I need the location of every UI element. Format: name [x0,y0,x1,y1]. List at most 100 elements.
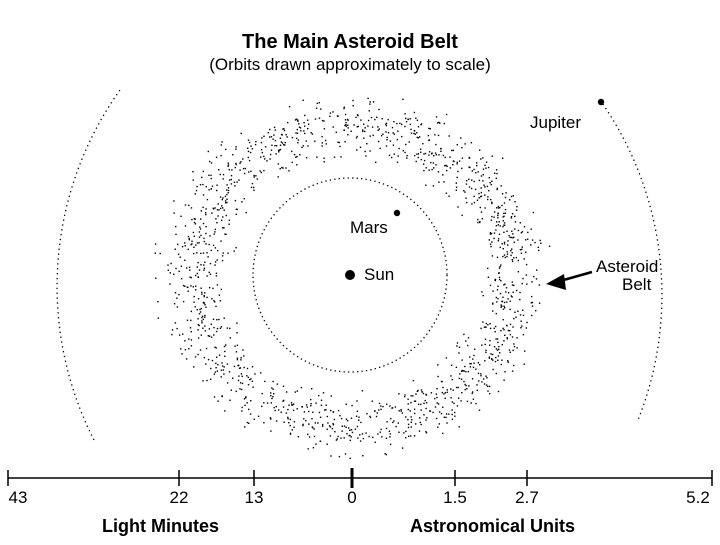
asteroid-dot [403,432,405,434]
asteroid-dot [192,286,194,288]
asteroid-dot [516,289,518,292]
asteroid-dot [190,319,192,322]
asteroid-dot [436,402,438,404]
asteroid-dot [434,134,436,136]
asteroid-dot [259,170,261,172]
asteroid-dot [520,320,522,322]
asteroid-dot [408,435,410,437]
asteroid-dot [215,218,217,220]
asteroid-dot [269,128,271,131]
asteroid-dot [413,400,416,402]
asteroid-dot [210,174,212,177]
asteroid-dot [484,186,486,188]
asteroid-dot [482,294,484,297]
asteroid-dot [296,390,298,392]
asteroid-dot [425,407,427,410]
asteroid-dot [517,310,519,312]
asteroid-dot [212,318,215,320]
asteroid-dot [349,429,351,431]
asteroid-dot [227,164,230,166]
asteroid-dot [334,431,336,433]
asteroid-dot [485,351,487,353]
asteroid-dot [385,427,388,430]
asteroid-dot [337,409,340,412]
asteroid-dot [218,169,220,171]
asteroid-dot [485,322,487,325]
asteroid-dot [190,207,193,209]
asteroid-dot [503,305,505,307]
asteroid-dot [330,455,332,457]
asteroid-dot [475,172,477,174]
asteroid-dot [448,413,450,415]
asteroid-dot [515,316,517,318]
asteroid-dot [263,169,265,172]
asteroid-dot [341,430,343,432]
scale-bar [7,468,713,488]
asteroid-dot [283,399,285,402]
asteroid-dot [180,278,183,280]
asteroid-dot [277,163,279,165]
asteroid-dot [505,192,507,194]
asteroid-dot [179,256,181,258]
asteroid-dot [464,365,466,368]
asteroid-dot [475,368,477,370]
asteroid-dot [208,328,211,330]
asteroid-dot [279,137,282,139]
asteroid-dot [407,426,410,429]
asteroid-dot [345,403,347,405]
asteroid-dot [308,436,311,438]
asteroid-dot [496,207,498,209]
asteroid-dot [210,162,213,164]
asteroid-dot [513,257,515,259]
asteroid-dot [443,416,445,418]
asteroid-dot [221,198,223,201]
tick-label-43: 43 [8,488,28,507]
asteroid-dot [425,432,428,434]
asteroid-dot [496,188,498,191]
asteroid-dot [221,255,224,257]
asteroid-dot [509,323,512,326]
asteroid-dot [402,98,404,101]
asteroid-dot [209,262,212,265]
asteroid-dot [491,201,493,203]
asteroid-dot [281,142,284,144]
asteroid-dot [238,179,240,181]
asteroid-dot [321,425,324,427]
asteroid-dot [264,158,266,160]
asteroid-dot [287,416,289,419]
asteroid-dot [220,376,222,378]
asteroid-dot [461,369,463,372]
asteroid-dot [242,349,244,351]
asteroid-dot [196,266,198,268]
asteroid-dot [215,330,218,333]
asteroid-dot [217,400,219,402]
page-title: The Main Asteroid Belt [242,31,458,53]
asteroid-dot [223,345,226,348]
asteroid-dot [413,129,416,132]
asteroid-dot [509,308,511,311]
asteroid-dot [502,248,504,250]
asteroid-dot [437,426,439,428]
asteroid-dot [491,358,493,360]
asteroid-dot [377,129,379,131]
asteroid-dot [241,406,243,409]
asteroid-dot [503,224,505,226]
asteroid-dot [364,127,366,129]
asteroid-dot [301,406,303,408]
asteroid-dot [240,161,242,163]
asteroid-dot [510,250,512,252]
asteroid-dot [410,416,412,418]
asteroid-dot [392,144,395,146]
asteroid-dot [398,147,400,150]
asteroid-dot [425,167,427,169]
asteroid-dot [354,428,357,430]
asteroid-dot [502,327,504,330]
asteroid-dot [289,418,291,421]
asteroid-dot [532,211,534,214]
asteroid-dot [485,375,487,377]
asteroid-dot [212,244,215,247]
asteroid-dot [320,404,323,406]
asteroid-dot [398,431,400,433]
asteroid-dot [500,280,502,282]
asteroid-dot [479,195,482,198]
